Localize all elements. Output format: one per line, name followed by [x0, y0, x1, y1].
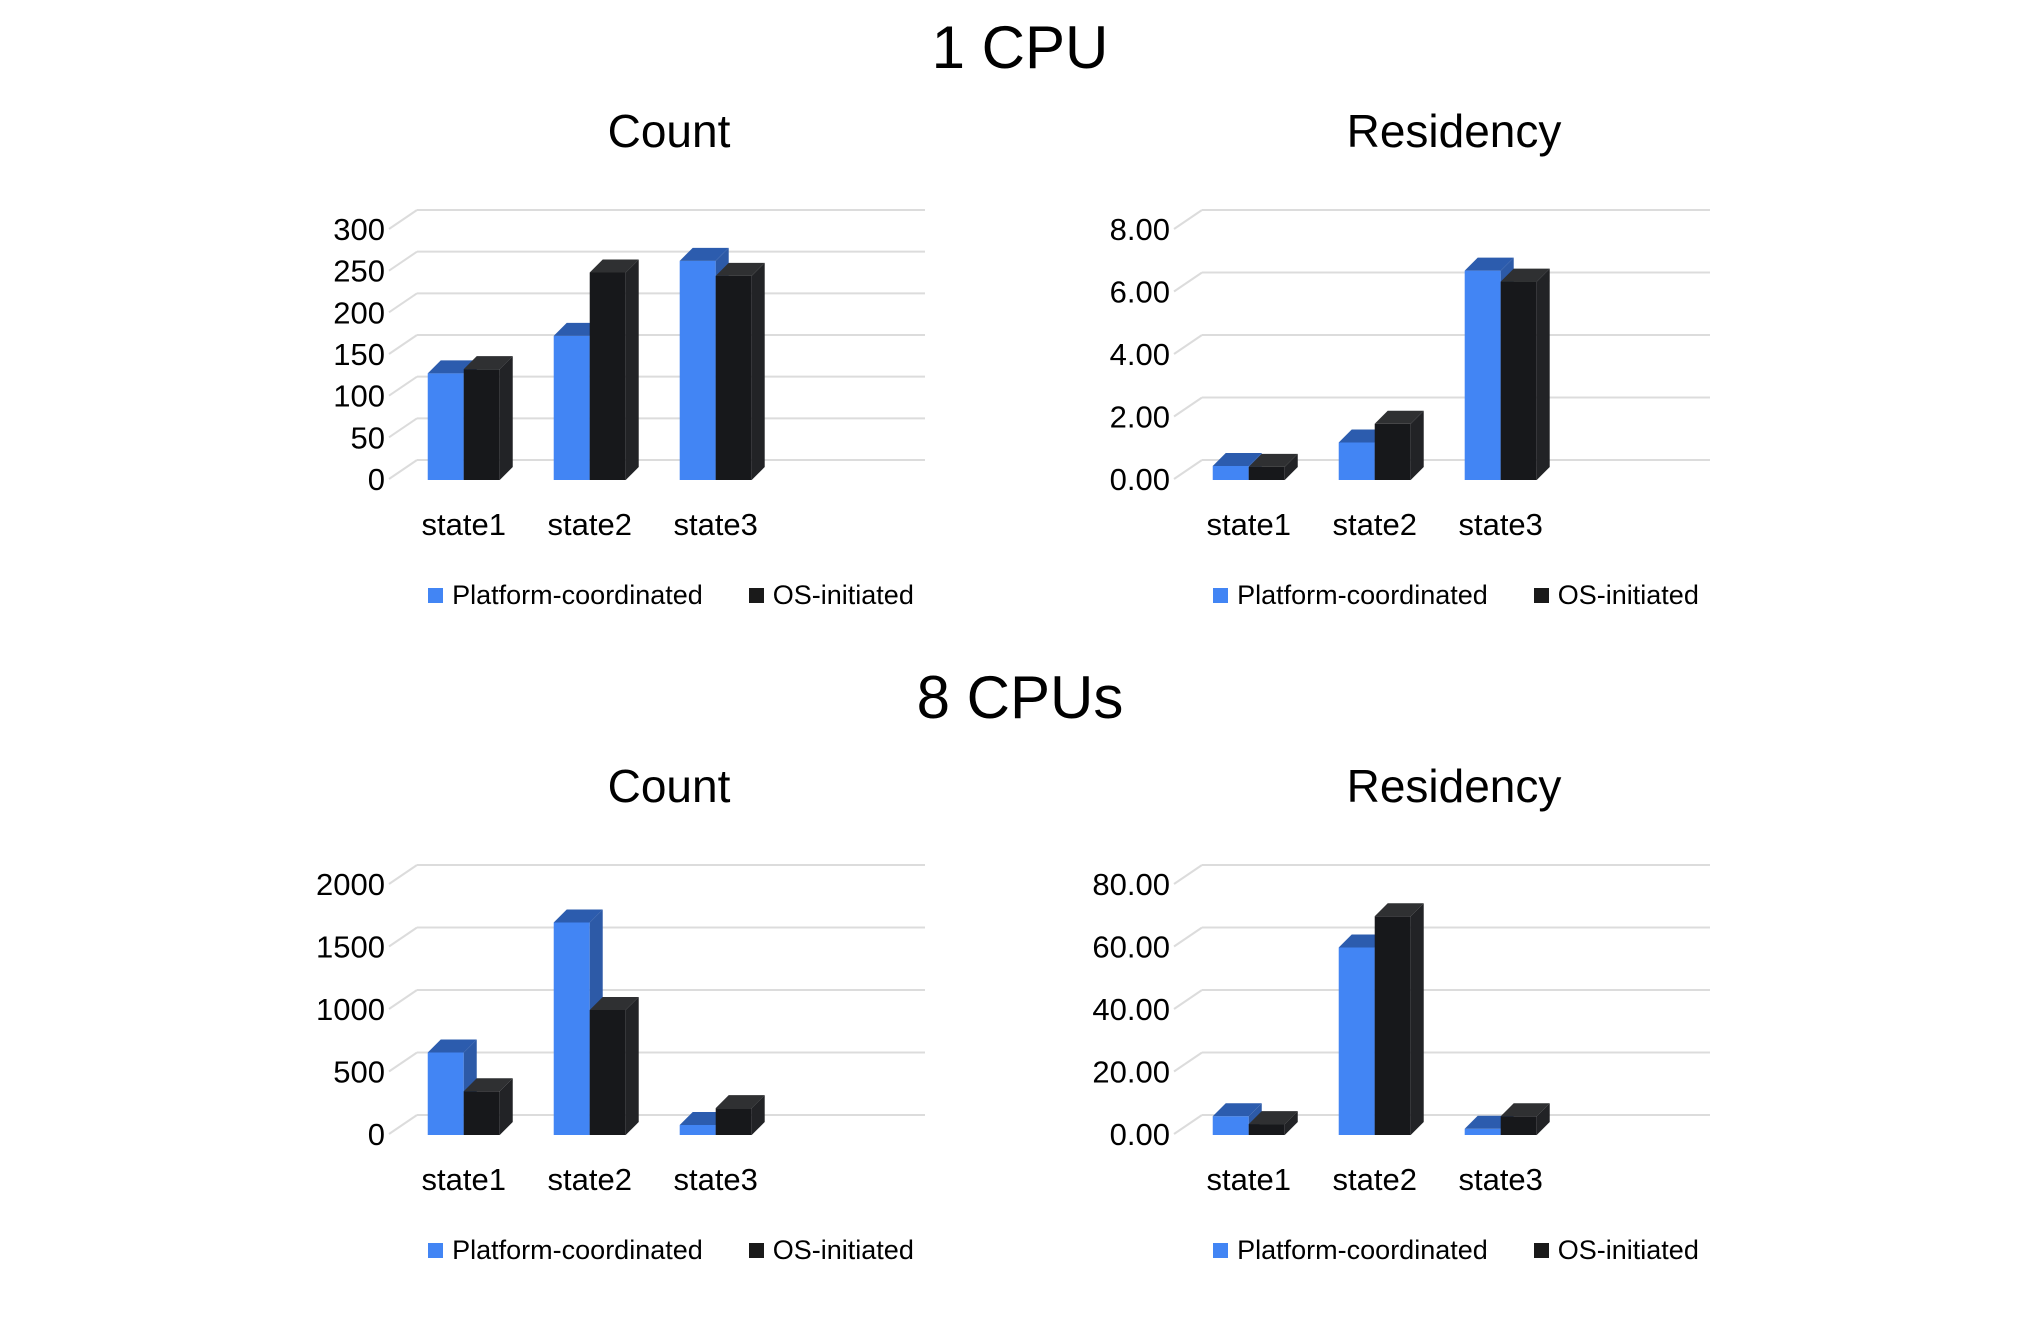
- y-tick-label: 2.00: [1110, 400, 1170, 435]
- section-title-8cpu: 8 CPUs: [916, 664, 1124, 731]
- legend-swatch-os-initiated: [748, 588, 764, 603]
- y-tick-label: 0.00: [1110, 1117, 1170, 1152]
- bar-OS-initiated-state1: [1248, 453, 1298, 480]
- legend-label-platform-coordinated: Platform-coordinated: [1237, 580, 1488, 610]
- plot-area-8cpu-residency: 0.00 20.00 40.00 60.00 80.00 state1 state2 stat…: [1092, 864, 1710, 1197]
- legend-swatch-platform-coordinated: [428, 1243, 444, 1258]
- legend-label-platform-coordinated: Platform-coordinated: [452, 580, 703, 610]
- legend: Platform-coordinated OS-initiated: [1064, 1235, 1744, 1266]
- y-tick-label: 1500: [316, 930, 385, 965]
- bar-OS-initiated-state2: [1374, 410, 1424, 480]
- legend-label-os-initiated: OS-initiated: [772, 1235, 914, 1265]
- chart-8cpu-count: Count 0 500 1000 1500 2000 state1 state2 state3…: [279, 755, 959, 1266]
- y-tick-label: 20.00: [1092, 1055, 1170, 1090]
- plot-area-1cpu-residency: 0.00 2.00 4.00 6.00 8.00 state1 state2 state3: [1110, 209, 1710, 542]
- y-tick-label: 40.00: [1092, 992, 1170, 1027]
- y-tick-label: 50: [351, 420, 385, 455]
- legend: Platform-coordinated OS-initiated: [279, 580, 959, 611]
- bar-OS-initiated-state1: [463, 356, 513, 480]
- section-title-1cpu: 1 CPU: [931, 14, 1109, 81]
- y-tick-label: 0.00: [1110, 462, 1170, 497]
- y-tick-label: 0: [368, 1117, 385, 1152]
- legend-swatch-platform-coordinated: [1213, 1243, 1229, 1258]
- y-tick-label: 200: [333, 295, 385, 330]
- x-category-label: state2: [547, 1162, 631, 1197]
- y-tick-label: 0: [368, 462, 385, 497]
- legend-swatch-os-initiated: [748, 1243, 764, 1258]
- x-category-label: state1: [1207, 1162, 1291, 1197]
- x-category-label: state1: [422, 1162, 506, 1197]
- y-tick-label: 500: [333, 1055, 385, 1090]
- legend: Platform-coordinated OS-initiated: [279, 1235, 959, 1266]
- legend-label-os-initiated: OS-initiated: [1557, 1235, 1699, 1265]
- bar-OS-initiated-state3: [715, 262, 765, 480]
- legend-label-os-initiated: OS-initiated: [772, 580, 914, 610]
- x-category-label: state1: [422, 507, 506, 542]
- gridlines: [1173, 209, 1710, 480]
- bar-OS-initiated-state1: [463, 1078, 513, 1135]
- y-tick-label: 2000: [316, 867, 385, 902]
- gridlines: [388, 864, 925, 1135]
- chart-1cpu-residency: Residency 0.00 2.00 4.00 6.00 8.00 state1 stat…: [1064, 100, 1744, 611]
- legend-label-os-initiated: OS-initiated: [1557, 580, 1699, 610]
- legend-swatch-platform-coordinated: [1213, 588, 1229, 603]
- y-tick-label: 1000: [316, 992, 385, 1027]
- chart-1cpu-count: Count 0 50 100 150 200 250 300 state1 state2 stat…: [279, 100, 959, 611]
- chart-title-count: Count: [607, 760, 731, 812]
- plot-area-1cpu-count: 0 50 100 150 200 250 300 state1 state2 state3: [333, 209, 925, 542]
- y-tick-label: 150: [333, 337, 385, 372]
- bar-OS-initiated-state2: [1374, 903, 1424, 1135]
- bar-OS-initiated-state2: [589, 997, 639, 1135]
- y-tick-label: 60.00: [1092, 930, 1170, 965]
- chart-8cpu-residency: Residency 0.00 20.00 40.00 60.00 80.00 state1…: [1064, 755, 1744, 1266]
- chart-title-residency: Residency: [1346, 760, 1562, 812]
- legend: Platform-coordinated OS-initiated: [1064, 580, 1744, 611]
- y-tick-label: 4.00: [1110, 337, 1170, 372]
- bar-OS-initiated-state3: [1500, 1103, 1550, 1135]
- bar-OS-initiated-state1: [1248, 1111, 1298, 1135]
- y-tick-label: 80.00: [1092, 867, 1170, 902]
- chart-title-count: Count: [607, 105, 731, 157]
- x-category-label: state2: [1332, 1162, 1416, 1197]
- y-tick-label: 8.00: [1110, 212, 1170, 247]
- y-tick-label: 6.00: [1110, 275, 1170, 310]
- x-category-label: state1: [1207, 507, 1291, 542]
- x-category-label: state3: [673, 1162, 757, 1197]
- legend-swatch-os-initiated: [1533, 588, 1549, 603]
- legend-swatch-os-initiated: [1533, 1243, 1549, 1258]
- y-tick-label: 250: [333, 254, 385, 289]
- y-tick-label: 100: [333, 379, 385, 414]
- legend-label-platform-coordinated: Platform-coordinated: [1237, 1235, 1488, 1265]
- bar-OS-initiated-state2: [589, 259, 639, 480]
- gridlines: [1173, 864, 1710, 1135]
- legend-label-platform-coordinated: Platform-coordinated: [452, 1235, 703, 1265]
- x-category-label: state2: [547, 507, 631, 542]
- x-category-label: state3: [1458, 1162, 1542, 1197]
- x-category-label: state2: [1332, 507, 1416, 542]
- x-category-label: state3: [1458, 507, 1542, 542]
- bar-OS-initiated-state3: [715, 1095, 765, 1135]
- bar-OS-initiated-state3: [1500, 268, 1550, 480]
- legend-swatch-platform-coordinated: [428, 588, 444, 603]
- y-tick-label: 300: [333, 212, 385, 247]
- x-category-label: state3: [673, 507, 757, 542]
- plot-area-8cpu-count: 0 500 1000 1500 2000 state1 state2 state3: [316, 864, 925, 1197]
- chart-title-residency: Residency: [1346, 105, 1562, 157]
